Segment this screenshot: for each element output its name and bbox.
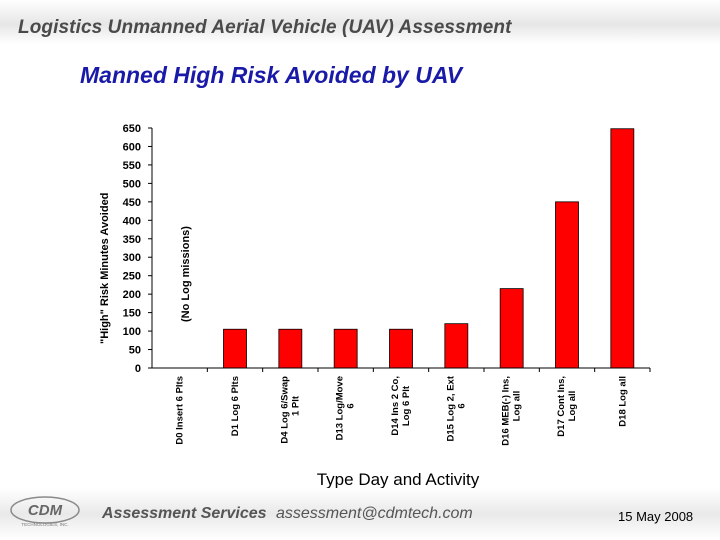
x-tick-label: D4 Log 6/Swap1 Plt [279,376,301,444]
svg-text:TECHNOLOGIES, INC.: TECHNOLOGIES, INC. [21,522,68,527]
y-tick-label: 0 [135,363,141,375]
y-tick-label: 200 [123,289,141,301]
bar [223,328,247,369]
y-tick-label: 350 [123,234,141,246]
bar-chart: 050100150200250300350400450500550600650 … [99,123,651,489]
footer-date: 15 May 2008 [618,509,694,524]
bar [389,328,413,369]
bar [444,323,469,369]
y-axis-label: "High" Risk Minutes Avoided [99,193,111,344]
bar [499,288,524,369]
y-tick-label: 50 [129,345,141,357]
x-tick-label: D1 Log 6 Plts [230,376,241,436]
y-tick-label: 250 [123,271,141,283]
x-tick-label: D13 Log/Move6 [335,376,357,440]
bar [278,328,303,369]
y-tick-label: 100 [123,326,141,338]
x-tick-label: D18 Log all [617,376,628,427]
bar [610,128,635,369]
footer-email: assessment@cdmtech.com [276,505,473,522]
cdm-logo: CDM TECHNOLOGIES, INC. [10,496,80,527]
y-tick-label: 300 [123,252,141,264]
x-axis-label: Type Day and Activity [317,470,480,489]
footer-company-name: Assessment Services [102,505,267,522]
footer-band [0,488,720,540]
y-axis-ticks: 0 50 100 150 200 250 300 350 400 450 500 550 600 650 [123,123,152,375]
bars [223,128,635,369]
x-tick-label: D17 Cont Ins,Log all [556,376,578,437]
y-tick-label: 400 [123,215,141,227]
y-tick-label: 500 [123,178,141,190]
chart-annotation: (No Log missions) [180,226,192,322]
bar [333,328,358,369]
header-title: Logistics Unmanned Aerial Vehicle (UAV) … [18,17,512,38]
svg-text:CDM: CDM [28,502,63,519]
x-tick-label: D0 Insert 6 Plts [175,376,186,445]
x-tick-label: D16 MEB(-) Ins,Log all [501,376,523,446]
y-tick-label: 650 [123,123,141,135]
y-tick-label: 450 [123,197,141,209]
slide-title: Manned High Risk Avoided by UAV [80,62,463,88]
x-axis-tick-labels: D0 Insert 6 Plts D1 Log 6 Plts D4 Log 6/Sw… [175,368,651,446]
header-band [0,0,720,44]
y-tick-label: 150 [123,308,141,320]
y-tick-label: 550 [123,160,141,172]
y-tick-label: 600 [123,141,141,153]
x-tick-label: D14 Ins 2 Co,Log 6 Plt [390,376,412,436]
x-tick-label: D15 Log 2, Ext6 [445,375,467,441]
bar [555,201,579,369]
